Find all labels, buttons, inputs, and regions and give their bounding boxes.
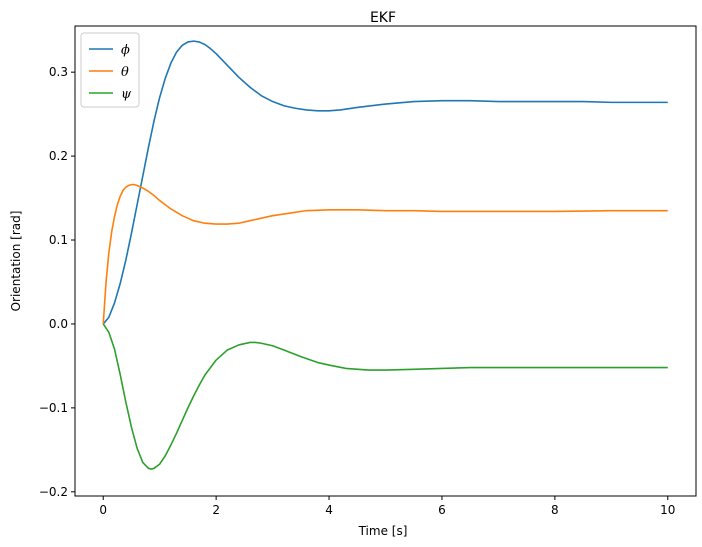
y-tick-label: 0.2: [49, 149, 68, 163]
series-line-1: [102, 40, 668, 325]
y-tick-label: 0.1: [49, 233, 68, 247]
legend-label-1: ϕ: [121, 43, 130, 58]
plot-frame: [74, 25, 697, 497]
y-tick-label: −0.2: [39, 485, 68, 499]
y-tick-label: 0.0: [49, 317, 68, 331]
legend: ϕθψ: [80, 32, 140, 108]
legend-label-3: ψ: [121, 87, 132, 102]
x-axis-label: Time [s]: [358, 524, 408, 538]
x-axis-ticks: 0 2 4 6 8 10: [99, 496, 675, 517]
legend-label-2: θ: [121, 65, 129, 80]
x-tick-label: 8: [551, 503, 559, 517]
x-tick-label: 10: [660, 503, 675, 517]
y-axis-ticks: −0.2 −0.1 0.0 0.1 0.2 0.3: [39, 65, 75, 499]
x-tick-label: 4: [325, 503, 333, 517]
series-line-3: [102, 323, 668, 470]
x-tick-label: 2: [212, 503, 220, 517]
y-axis-label: Orientation [rad]: [9, 211, 23, 312]
legend-box: [80, 32, 140, 108]
chart-title: EKF: [370, 10, 396, 26]
series-line-2: [102, 183, 668, 325]
y-tick-label: 0.3: [49, 65, 68, 79]
y-tick-label: −0.1: [39, 401, 68, 415]
x-tick-label: 6: [438, 503, 446, 517]
series-layer: [102, 40, 668, 470]
x-tick-label: 0: [99, 503, 107, 517]
